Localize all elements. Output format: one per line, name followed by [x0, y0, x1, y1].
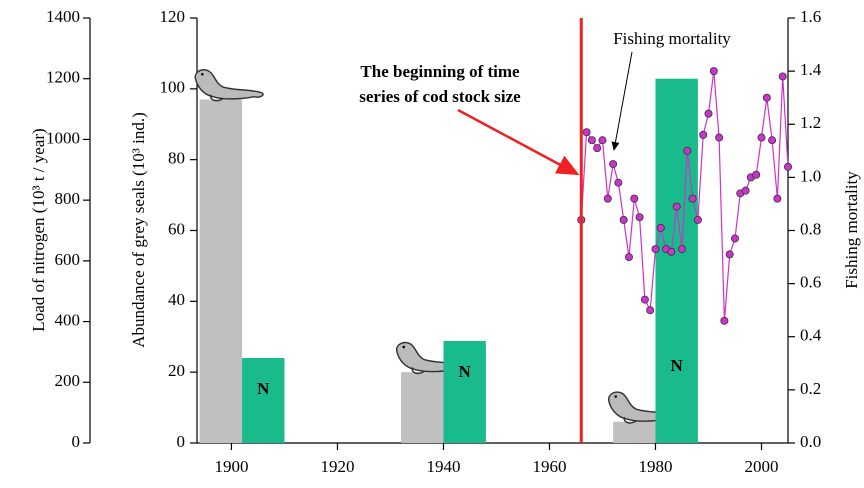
y3-axis-title: Fishing mortality — [842, 171, 861, 289]
marker — [709, 67, 718, 76]
y2-tick-label: 60 — [168, 219, 185, 238]
marker — [741, 186, 750, 195]
y3-tick-label: 0.4 — [800, 326, 822, 345]
marker — [704, 109, 713, 118]
marker — [614, 178, 623, 187]
seal-icon — [194, 69, 264, 102]
marker — [656, 223, 665, 232]
marker — [784, 162, 793, 171]
marker — [651, 245, 660, 254]
marker — [624, 253, 633, 262]
bar-label: N — [671, 356, 684, 375]
bar — [242, 358, 285, 443]
marker — [598, 136, 607, 145]
y2-axis-title: Abundance of grey seals (10³ ind.) — [129, 112, 148, 347]
y3-tick-label: 0.6 — [800, 273, 821, 292]
marker — [646, 306, 655, 315]
bar-label: N — [257, 379, 270, 398]
marker — [778, 72, 787, 81]
y-tick-label: 1000 — [46, 128, 80, 147]
y-axis-title: Load of nitrogen (10³ t / year) — [29, 128, 48, 331]
x-tick-label: 1980 — [638, 457, 672, 476]
marker — [715, 133, 724, 142]
annotation-arrow — [457, 108, 580, 176]
marker — [683, 146, 692, 155]
bar — [655, 78, 698, 443]
bar — [199, 99, 243, 443]
y3-tick-label: 0.2 — [800, 379, 821, 398]
y3-tick-label: 1.2 — [800, 113, 821, 132]
bar — [443, 341, 486, 443]
y3-tick-label: 1.4 — [800, 60, 822, 79]
marker — [677, 245, 686, 254]
y-tick-label: 1400 — [46, 7, 80, 26]
annotation: Fishing mortality — [613, 29, 731, 48]
marker — [730, 234, 739, 243]
y-tick-label: 0 — [72, 432, 81, 451]
marker — [619, 215, 628, 224]
marker — [688, 194, 697, 203]
marker — [699, 130, 708, 139]
marker — [630, 194, 639, 203]
y3-tick-label: 0.8 — [800, 219, 821, 238]
marker — [609, 160, 618, 169]
y3-tick-label: 1.0 — [800, 166, 821, 185]
y2-tick-label: 40 — [168, 290, 185, 309]
marker — [667, 247, 676, 256]
y2-tick-label: 20 — [168, 361, 185, 380]
marker — [587, 136, 596, 145]
y3-tick-label: 0.0 — [800, 432, 821, 451]
marker — [640, 295, 649, 304]
marker — [762, 93, 771, 102]
y-tick-label: 1200 — [46, 68, 80, 87]
x-tick-label: 2000 — [744, 457, 778, 476]
bar — [401, 372, 444, 443]
annotation: series of cod stock size — [359, 87, 521, 106]
y2-tick-label: 80 — [168, 149, 185, 168]
marker — [720, 316, 729, 325]
annotation: The beginning of time — [360, 62, 520, 81]
marker — [593, 144, 602, 153]
y-tick-label: 600 — [55, 250, 81, 269]
x-tick-label: 1940 — [426, 457, 460, 476]
x-tick-label: 1920 — [320, 457, 354, 476]
marker — [752, 170, 761, 179]
y2-tick-label: 100 — [160, 78, 186, 97]
y-tick-label: 200 — [55, 371, 81, 390]
marker — [757, 133, 766, 142]
marker — [725, 250, 734, 259]
x-tick-label: 1900 — [214, 457, 248, 476]
y-tick-label: 400 — [55, 310, 81, 329]
bar — [613, 421, 656, 443]
y2-tick-label: 120 — [160, 7, 186, 26]
marker — [672, 202, 681, 211]
bar-label: N — [459, 362, 472, 381]
annotation-arrow — [611, 51, 633, 151]
y3-tick-label: 1.6 — [800, 7, 821, 26]
y2-tick-label: 0 — [177, 432, 186, 451]
marker — [768, 136, 777, 145]
marker — [773, 194, 782, 203]
marker — [603, 194, 612, 203]
marker — [693, 215, 702, 224]
marker — [635, 213, 644, 222]
y-tick-label: 800 — [55, 189, 81, 208]
x-tick-label: 1960 — [532, 457, 566, 476]
marker — [582, 128, 591, 137]
